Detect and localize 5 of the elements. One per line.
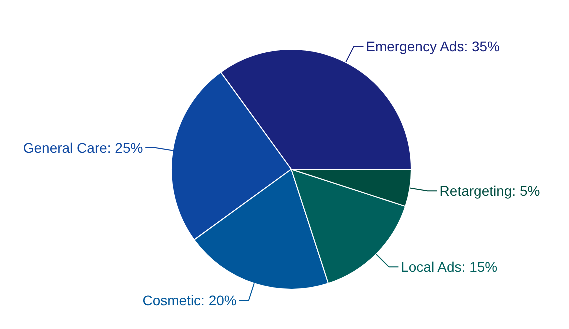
slice-label: General Care: 25% <box>23 140 144 156</box>
slice-label: Local Ads: 15% <box>401 259 498 276</box>
slice-label: Retargeting: 5% <box>440 183 540 200</box>
slice-label: Emergency Ads: 35% <box>366 38 500 55</box>
slice-label: Cosmetic: 20% <box>142 292 237 309</box>
